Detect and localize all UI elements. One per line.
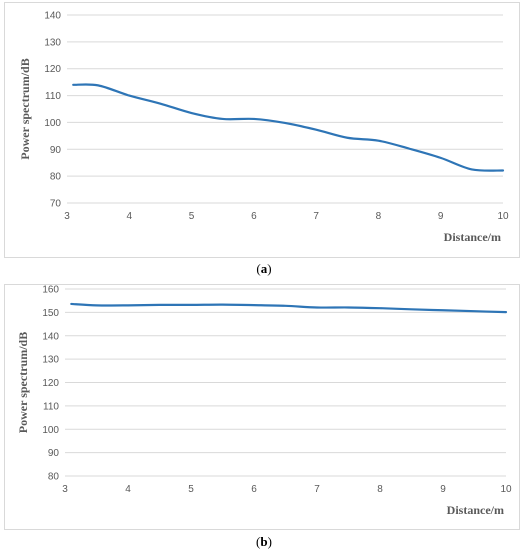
chart-panel-b: 80 90 100 110 120 130 140 150 160 3 4 5 6 7 8 9 10 Distan…	[4, 284, 520, 530]
series-line	[72, 83, 505, 172]
x-tick-label: 4	[127, 211, 133, 222]
y-tick-label: 130	[42, 355, 59, 366]
y-tick-label: 70	[50, 199, 62, 210]
y-tick-label: 120	[42, 378, 59, 389]
y-tick-label: 130	[44, 37, 61, 48]
y-tick-label: 160	[42, 285, 59, 296]
caption-b: (b)	[256, 534, 272, 549]
x-tick-label: 3	[64, 211, 70, 222]
x-tick-label: 10	[500, 484, 512, 495]
y-tick-label: 120	[44, 64, 61, 75]
caption-b-letter: b	[260, 534, 268, 549]
x-tick-label: 5	[189, 211, 195, 222]
y-axis-label: Power spectrum/dB	[16, 332, 30, 433]
x-tick-label: 9	[440, 484, 446, 495]
x-axis-label: Distance/m	[447, 503, 504, 517]
y-tick-label: 110	[45, 91, 61, 102]
x-tick-label: 4	[125, 484, 131, 495]
y-tick-label: 140	[44, 11, 61, 22]
x-tick-label: 7	[314, 484, 320, 495]
y-tick-label: 90	[48, 448, 60, 459]
y-tick-label: 140	[42, 331, 59, 342]
y-tick-label: 80	[50, 172, 62, 183]
y-tick-label: 100	[44, 118, 61, 129]
x-tick-label: 7	[313, 211, 319, 222]
x-tick-label: 6	[251, 484, 257, 495]
y-tick-label: 100	[42, 425, 59, 436]
y-tick-label: 110	[43, 401, 59, 412]
y-tick-label: 90	[50, 145, 62, 156]
caption-a: (a)	[256, 261, 272, 276]
y-tick-label: 80	[48, 472, 60, 483]
series-line	[70, 302, 508, 314]
y-tick-label: 150	[42, 308, 59, 319]
chart-b-svg: 80 90 100 110 120 130 140 150 160 3 4 5 6 7 8 9 10 Distan…	[16, 285, 512, 518]
caption-a-letter: a	[260, 261, 268, 276]
x-tick-label: 8	[376, 211, 382, 222]
x-tick-label: 6	[251, 211, 257, 222]
x-tick-label: 10	[497, 211, 509, 222]
x-tick-label: 3	[62, 484, 68, 495]
x-tick-label: 9	[438, 211, 444, 222]
y-axis-label: Power spectrum/dB	[18, 58, 32, 159]
x-tick-label: 5	[188, 484, 194, 495]
x-axis-label: Distance/m	[444, 230, 501, 244]
chart-a-svg: 70 80 90 100 110 120 130 140 3 4 5 6 7 8 9 10 Distance/m…	[18, 11, 509, 245]
chart-panel-a: 70 80 90 100 110 120 130 140 3 4 5 6 7 8 9 10 Distance/m…	[4, 2, 520, 258]
x-tick-label: 8	[377, 484, 383, 495]
